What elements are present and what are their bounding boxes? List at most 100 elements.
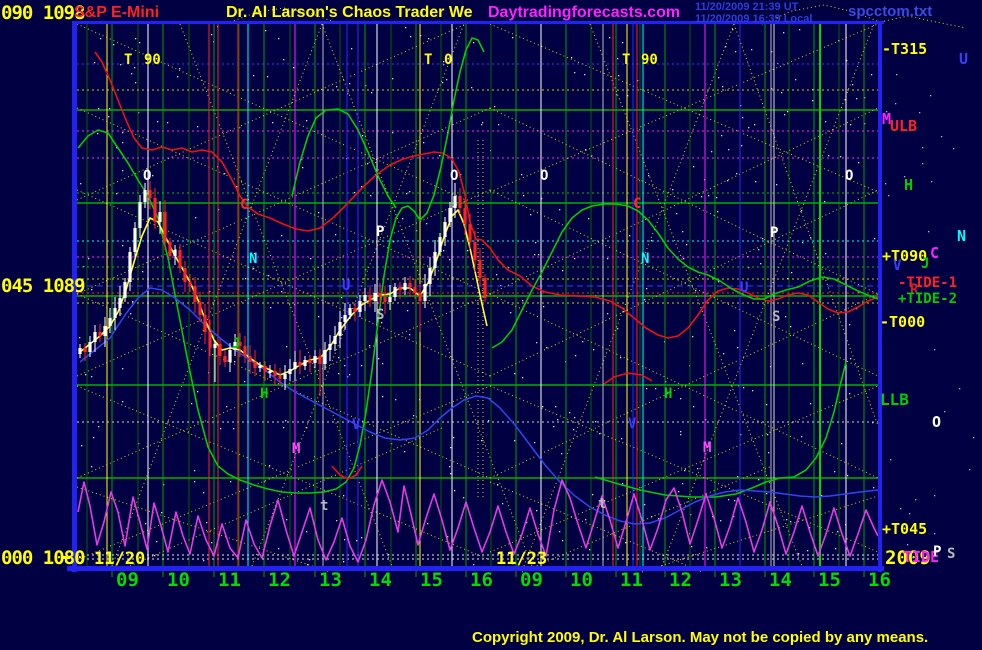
star-dot: [617, 328, 619, 330]
star-dot: [941, 136, 943, 138]
star-dot: [625, 542, 627, 544]
price-scale-label: 000 1080: [1, 547, 85, 569]
star-dot: [969, 469, 971, 471]
star-dot: [135, 38, 137, 40]
star-dot: [599, 433, 601, 435]
star-dot: [768, 452, 770, 454]
star-dot: [706, 547, 708, 549]
star-dot: [367, 163, 369, 165]
star-dot: [512, 563, 514, 565]
candle-body: [123, 282, 127, 298]
star-dot: [553, 426, 555, 428]
star-dot: [609, 37, 611, 39]
star-dot: [885, 183, 887, 185]
diagonal-ray: [76, 293, 491, 479]
star-dot: [588, 218, 590, 220]
star-dot: [347, 93, 349, 95]
star-dot: [776, 184, 778, 186]
star-dot: [802, 363, 804, 365]
star-dot: [98, 426, 100, 428]
star-dot: [705, 419, 707, 421]
star-dot: [473, 42, 475, 44]
star-dot: [737, 347, 739, 349]
star-dot: [410, 36, 412, 38]
star-dot: [120, 64, 122, 66]
star-dot: [896, 74, 898, 76]
candle-body: [318, 356, 322, 364]
frame-bottom: [67, 566, 884, 571]
star-dot: [691, 546, 693, 548]
candle-body: [398, 287, 402, 290]
right-margin-label-llb: LLB: [880, 390, 909, 409]
candle-body: [208, 332, 212, 348]
star-dot: [734, 330, 736, 332]
star-dot: [904, 176, 906, 178]
star-dot: [206, 522, 208, 524]
chart-letter-90: 90: [641, 52, 658, 68]
chart-letter-v: V: [352, 417, 361, 433]
right-margin-label-t315: -T315: [882, 40, 927, 58]
star-dot: [907, 544, 909, 546]
star-dot: [781, 92, 783, 94]
star-dot: [543, 306, 545, 308]
candle-body: [383, 297, 387, 302]
hour-label-15: 15: [420, 569, 443, 591]
star-dot: [245, 278, 247, 280]
candle-body: [203, 315, 207, 332]
candle-body: [353, 308, 357, 312]
star-dot: [629, 235, 631, 237]
tide-arc: [761, 4, 967, 29]
star-dot: [758, 479, 760, 481]
star-dot: [253, 75, 255, 77]
candle-body: [408, 283, 412, 287]
right-margin-label-h: H: [904, 176, 913, 194]
star-dot: [233, 428, 235, 430]
star-dot: [264, 481, 266, 483]
star-dot: [343, 495, 345, 497]
star-dot: [627, 95, 629, 97]
star-dot: [562, 270, 564, 272]
data-file-link[interactable]: spcctom.txt: [848, 3, 933, 20]
star-dot: [725, 46, 727, 48]
star-dot: [919, 112, 921, 114]
star-dot: [760, 263, 762, 265]
star-dot: [692, 336, 694, 338]
candle-body: [323, 350, 327, 364]
star-dot: [309, 559, 311, 561]
star-dot: [91, 289, 93, 291]
candle-body: [198, 302, 202, 315]
star-dot: [471, 87, 473, 89]
candle-body: [248, 356, 252, 362]
star-dot: [336, 520, 338, 522]
star-dot: [534, 254, 536, 256]
star-dot: [872, 422, 874, 424]
star-dot: [269, 465, 271, 467]
diagonal-ray: [589, 23, 803, 567]
star-dot: [934, 495, 936, 497]
candle-body: [308, 360, 312, 363]
site-link[interactable]: Daytradingforecasts.com: [488, 4, 681, 21]
star-dot: [497, 484, 499, 486]
star-dot: [130, 313, 132, 315]
diagonal-ray: [523, 23, 735, 567]
star-dot: [122, 142, 124, 144]
hour-label-10: 10: [570, 569, 593, 591]
star-dot: [79, 337, 81, 339]
star-dot: [758, 249, 760, 251]
chart-letter-0: 0: [444, 52, 452, 68]
chart-letter-m: M: [703, 440, 711, 456]
star-dot: [655, 388, 657, 390]
chart-letter-c: C: [240, 197, 248, 213]
star-dot: [708, 195, 710, 197]
star-dot: [680, 398, 682, 400]
star-dot: [122, 170, 124, 172]
page-title: Dr. Al Larson's Chaos Trader We: [226, 4, 473, 21]
star-dot: [678, 491, 680, 493]
star-dot: [341, 317, 343, 319]
star-dot: [336, 86, 338, 88]
candle-body: [428, 268, 432, 284]
chart-letter-u: U: [342, 278, 350, 294]
candle-body: [278, 376, 282, 379]
star-dot: [735, 51, 737, 53]
red-forecast-curve: [94, 51, 879, 339]
